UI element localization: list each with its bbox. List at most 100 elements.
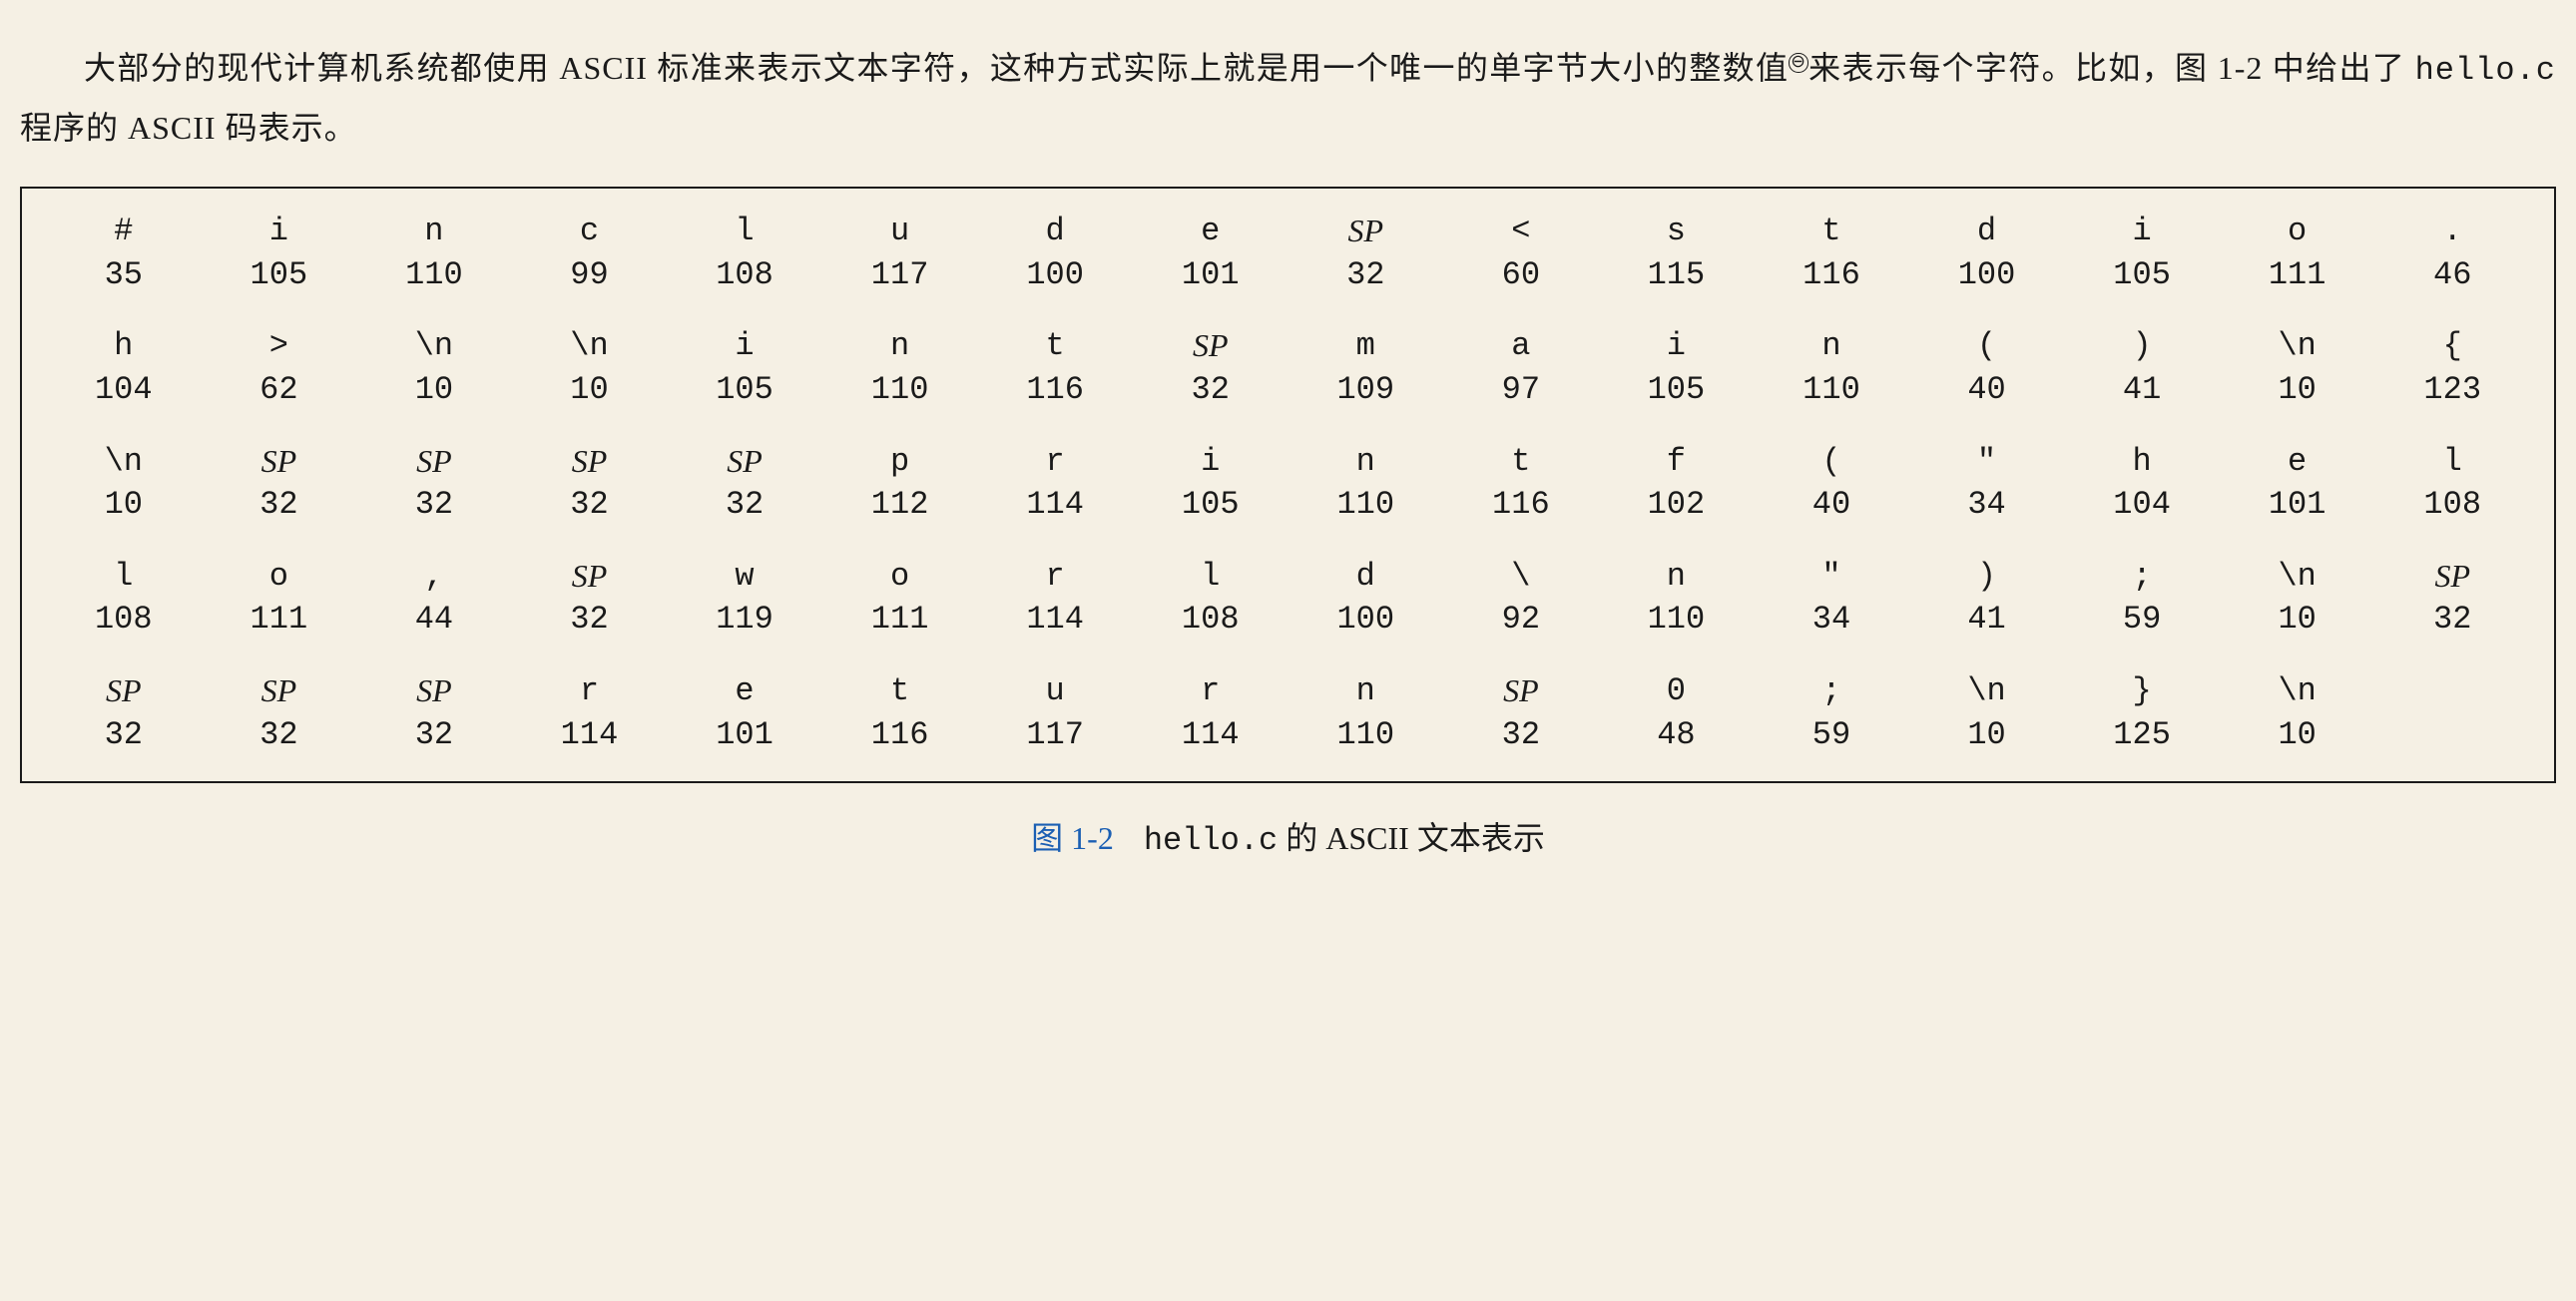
ascii-cell: n110	[1288, 668, 1444, 757]
ascii-code: 92	[1502, 599, 1540, 641]
ascii-char: {	[2443, 325, 2462, 367]
ascii-char: SP	[416, 441, 452, 483]
ascii-code: 10	[2278, 599, 2316, 641]
ascii-cell: i105	[2064, 209, 2220, 297]
ascii-char: t	[1046, 325, 1065, 367]
para-text-pre: 大部分的现代计算机系统都使用 ASCII 标准来表示文本字符，这种方式实际上就是…	[84, 50, 1789, 86]
ascii-char: d	[1046, 211, 1065, 252]
ascii-cell: i105	[1133, 439, 1288, 528]
ascii-cell: \92	[1443, 554, 1599, 643]
ascii-cell: SP32	[667, 439, 822, 528]
ascii-code: 123	[2423, 369, 2481, 411]
ascii-char: w	[735, 556, 754, 598]
ascii-char: r	[580, 670, 599, 712]
ascii-code: 114	[561, 714, 619, 756]
ascii-char: t	[1511, 441, 1530, 483]
ascii-char: l	[1201, 556, 1220, 598]
ascii-code: 59	[1812, 714, 1850, 756]
ascii-char: r	[1046, 556, 1065, 598]
ascii-cell	[2374, 668, 2530, 757]
ascii-cell: n110	[1288, 439, 1444, 528]
ascii-code: 105	[716, 369, 773, 411]
ascii-code: 116	[871, 714, 929, 756]
ascii-char: t	[890, 670, 909, 712]
ascii-char: i	[1201, 441, 1220, 483]
ascii-char: (	[1821, 441, 1840, 483]
ascii-code: 32	[1346, 254, 1384, 296]
ascii-char: r	[1046, 441, 1065, 483]
ascii-char: e	[735, 670, 754, 712]
ascii-cell: SP32	[2374, 554, 2530, 643]
ascii-code: 101	[1182, 254, 1240, 296]
ascii-code: 116	[1803, 254, 1860, 296]
ascii-code: 40	[1812, 484, 1850, 526]
ascii-code: 10	[1967, 714, 2005, 756]
ascii-code: 110	[1648, 599, 1706, 641]
para-text-mid: 来表示每个字符。比如，图 1-2 中给出了	[1808, 50, 2415, 86]
ascii-code: 115	[1648, 254, 1706, 296]
ascii-code: 119	[716, 599, 773, 641]
ascii-cell: u117	[822, 209, 978, 297]
ascii-table: #35i105n110c99l108u117d100e101SP32<60s11…	[20, 187, 2556, 783]
ascii-cell: n110	[356, 209, 512, 297]
ascii-row: #35i105n110c99l108u117d100e101SP32<60s11…	[46, 209, 2530, 297]
ascii-row: \n10SP32SP32SP32SP32p112r114i105n110t116…	[46, 439, 2530, 528]
ascii-char: n	[1821, 325, 1840, 367]
ascii-cell: e101	[1133, 209, 1288, 297]
ascii-cell: \n10	[1909, 668, 2065, 757]
ascii-code: 41	[1967, 599, 2005, 641]
ascii-code: 116	[1026, 369, 1084, 411]
ascii-char: p	[890, 441, 909, 483]
ascii-cell: t116	[977, 323, 1133, 412]
ascii-code: 110	[1803, 369, 1860, 411]
ascii-code: 110	[1336, 714, 1394, 756]
ascii-char: e	[2288, 441, 2307, 483]
ascii-cell: \n10	[356, 323, 512, 412]
ascii-char: o	[2288, 211, 2307, 252]
ascii-char: )	[2132, 325, 2151, 367]
ascii-char: (	[1977, 325, 1996, 367]
ascii-code: 41	[2123, 369, 2161, 411]
figure-caption: 图 1-2 hello.c 的 ASCII 文本表示	[20, 813, 2556, 859]
ascii-code: 108	[2423, 484, 2481, 526]
ascii-cell: \n10	[2220, 668, 2375, 757]
ascii-code: 108	[716, 254, 773, 296]
ascii-cell: d100	[977, 209, 1133, 297]
ascii-char: SP	[1503, 670, 1539, 712]
ascii-char: SP	[727, 441, 763, 483]
ascii-cell: >62	[202, 323, 357, 412]
ascii-code: 105	[1648, 369, 1706, 411]
ascii-code: 111	[2269, 254, 2326, 296]
ascii-char: ,	[424, 556, 443, 598]
ascii-cell: )41	[1909, 554, 2065, 643]
ascii-cell: "34	[1909, 439, 2065, 528]
ascii-char: s	[1667, 211, 1686, 252]
ascii-code: 60	[1502, 254, 1540, 296]
ascii-code: 102	[1648, 484, 1706, 526]
ascii-code: 46	[2433, 254, 2471, 296]
ascii-cell: t116	[822, 668, 978, 757]
ascii-cell: SP32	[356, 668, 512, 757]
ascii-code: 97	[1502, 369, 1540, 411]
ascii-cell: n110	[822, 323, 978, 412]
ascii-code: 32	[570, 484, 608, 526]
ascii-char: SP	[2434, 556, 2470, 598]
ascii-code: 100	[1026, 254, 1084, 296]
ascii-char: \n	[1967, 670, 2005, 712]
ascii-char: i	[2132, 211, 2151, 252]
ascii-char: \n	[2278, 556, 2316, 598]
ascii-cell: r114	[977, 439, 1133, 528]
ascii-cell: p112	[822, 439, 978, 528]
ascii-cell: s115	[1599, 209, 1755, 297]
ascii-char: u	[890, 211, 909, 252]
ascii-cell: \n10	[46, 439, 202, 528]
ascii-cell: SP32	[356, 439, 512, 528]
ascii-code: 114	[1026, 484, 1084, 526]
ascii-char: l	[114, 556, 133, 598]
ascii-cell: r114	[1133, 668, 1288, 757]
ascii-cell: "34	[1754, 554, 1909, 643]
ascii-cell: n110	[1599, 554, 1755, 643]
caption-rest: 的 ASCII 文本表示	[1278, 820, 1545, 856]
ascii-code: 105	[2113, 254, 2171, 296]
ascii-char: t	[1821, 211, 1840, 252]
